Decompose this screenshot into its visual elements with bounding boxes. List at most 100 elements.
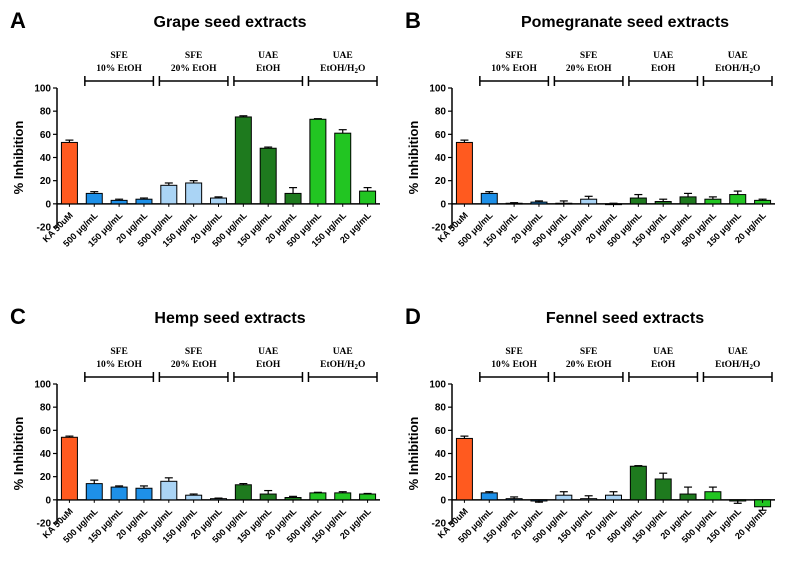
group-label-line2: EtOH/H2O [320,64,365,75]
y-tick-label: 100 [429,84,446,95]
group-label-line2: 10% EtOH [96,360,142,370]
group-label-text: O [358,360,365,370]
y-tick-label: 100 [429,380,446,391]
bar [654,478,672,501]
group-label-line1: SFE [185,347,202,357]
y-tick-label: 20 [435,176,447,187]
y-tick-label: 80 [40,107,52,118]
y-tick-label: 60 [40,130,52,141]
panel-title: Hemp seed extracts [154,310,305,327]
group-label-line2: 10% EtOH [96,64,142,74]
panel-letter: C [10,304,26,329]
bar [234,484,252,501]
group-label-line2: EtOH/H2O [715,360,760,371]
bar [359,190,377,205]
group-label-line1: UAE [258,347,278,357]
group-label-line2: 20% EtOH [171,360,217,370]
group-label-text: EtOH/H [715,64,750,74]
group-label-text: EtOH/H [320,64,355,74]
bar [85,483,103,501]
bar [185,494,203,501]
group-label-text: O [358,64,365,74]
y-axis-label: % Inhibition [11,121,26,195]
group-label-text: EtOH/H [715,360,750,370]
group-label-text: EtOH [651,360,676,370]
bar [704,198,722,205]
group-label-text: EtOH [256,64,281,74]
bar [135,487,153,501]
group-label-text: EtOH/H [320,360,355,370]
y-tick-label: 80 [435,403,447,414]
group-label-line2: 20% EtOH [566,360,612,370]
chart-panel-c: C Hemp seed extracts -20 0 20 40 60 80 100 % Inhi… [10,304,380,545]
y-tick-label: 20 [40,472,52,483]
bar [160,184,178,205]
group-label-line1: SFE [110,51,127,61]
panel-letter: D [405,304,421,329]
bar [629,465,647,501]
group-label-text: 10% EtOH [96,360,142,370]
group-label-line2: 20% EtOH [171,64,217,74]
bar [455,141,473,205]
y-tick-label: -20 [432,223,447,234]
bar [234,116,252,205]
bar [480,492,498,501]
bar [210,498,227,501]
y-tick-label: 0 [440,199,446,210]
y-tick-label: 40 [435,153,447,164]
group-label-subscript: 2 [749,67,753,75]
bar [580,498,598,501]
group-label-line2: 10% EtOH [491,360,537,370]
group-label-text: EtOH [256,360,281,370]
group-label-line1: UAE [728,347,748,357]
group-label-line1: UAE [653,51,673,61]
bar [135,198,153,205]
bar [185,182,203,205]
panel-letter: A [10,8,26,33]
group-label-line2: 20% EtOH [566,64,612,74]
group-label-line2: 10% EtOH [491,64,537,74]
group-label-line1: SFE [110,347,127,357]
panel-title: Pomegranate seed extracts [521,14,729,31]
y-tick-label: 100 [34,380,51,391]
y-tick-label: 20 [40,176,52,187]
y-tick-label: 0 [45,495,51,506]
group-label-text: O [753,64,760,74]
panel-title: Fennel seed extracts [546,310,704,327]
bar [60,141,78,205]
chart-panel-a: A Grape seed extracts -20 0 20 40 60 80 100 % Inh… [10,8,380,249]
bar [359,493,377,501]
group-label-line1: SFE [185,51,202,61]
group-label-text: 10% EtOH [96,64,142,74]
bar [629,197,647,205]
group-label-text: 20% EtOH [171,64,217,74]
bar [580,198,598,205]
y-tick-label: 60 [40,426,52,437]
bar [85,192,103,205]
y-tick-label: 80 [40,403,52,414]
group-label-line1: UAE [333,347,353,357]
y-tick-label: 80 [435,107,447,118]
bar [654,201,672,205]
group-label-line2: EtOH/H2O [715,64,760,75]
bar [60,436,78,501]
bar [334,492,352,501]
group-label-text: EtOH [651,64,676,74]
y-tick-label: 60 [435,130,447,141]
group-label-line1: SFE [580,51,597,61]
y-tick-label: 40 [435,449,447,460]
y-tick-label: -20 [37,519,52,530]
y-tick-label: -20 [37,223,52,234]
group-label-text: O [753,360,760,370]
bar [754,499,772,508]
chart-panel-d: D Fennel seed extracts -20 0 20 40 60 80 100 % In… [405,304,775,545]
y-tick-label: 0 [440,495,446,506]
y-axis-label: % Inhibition [406,121,421,195]
y-tick-label: 0 [45,199,51,210]
group-label-line1: UAE [333,51,353,61]
bar [605,494,622,501]
group-label-line2: EtOH [256,64,281,74]
group-label-line2: EtOH [256,360,281,370]
bar [505,498,523,501]
